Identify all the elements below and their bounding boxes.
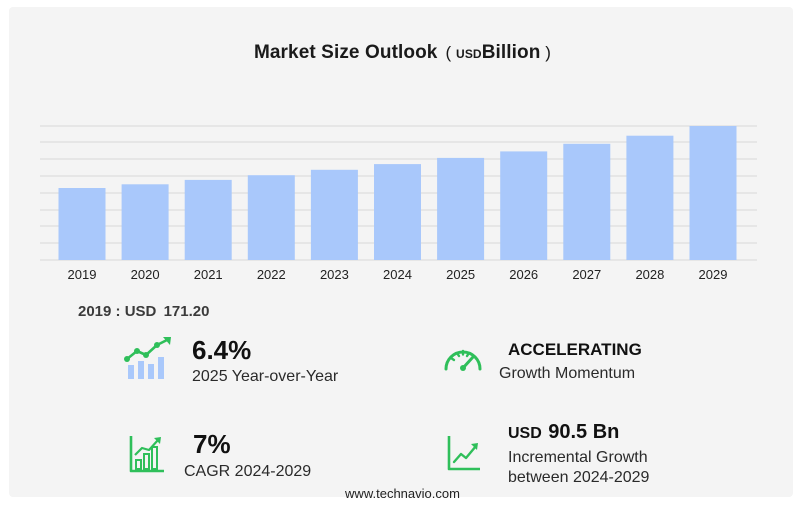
incremental-label-line2: between 2024-2029	[508, 469, 650, 486]
base-year-currency: USD	[124, 303, 157, 320]
incremental-value-line: USD 90.5 Bn	[508, 421, 649, 445]
bar-chart: 2019 2020 2021 2022 2023 2024 2025 2026 2027 2028…	[40, 125, 757, 282]
bar-2023	[310, 169, 358, 260]
chart-title-text: Market Size Outlook	[253, 42, 438, 63]
yoy-stat: 6.4% 2025 Year-over-Year	[192, 336, 338, 387]
source-url: www.technavio.com	[345, 486, 460, 501]
base-year-amount: 171.20	[163, 303, 210, 320]
unit-close-paren: )	[545, 43, 552, 62]
bar-2020	[121, 184, 169, 260]
bar-growth-icon	[129, 436, 164, 473]
bar-2026	[500, 151, 548, 260]
bar-2024	[374, 164, 421, 260]
x-tick-label-2021: 2021	[194, 267, 223, 282]
speedometer-icon	[444, 349, 482, 371]
cagr-value: 7%	[193, 429, 231, 459]
base-year-value: 2019 : USD 171.20	[78, 303, 209, 320]
x-tick-label-2019: 2019	[68, 267, 97, 282]
cagr-stat: 7% CAGR 2024-2029	[184, 430, 311, 482]
momentum-label: Growth Momentum	[499, 365, 636, 382]
unit-scale: Billion	[481, 42, 541, 63]
incremental-value: 90.5 Bn	[548, 421, 620, 443]
x-tick-label-2020: 2020	[131, 267, 160, 282]
x-tick-label-2025: 2025	[446, 267, 475, 282]
unit-open-paren: (	[445, 43, 452, 62]
bar-2019	[58, 188, 106, 260]
cagr-label: CAGR 2024-2029	[184, 463, 312, 480]
chart-unit: ( USDBillion )	[445, 42, 552, 63]
x-tick-label-2024: 2024	[383, 267, 412, 282]
yoy-value: 6.4%	[192, 335, 252, 365]
bar-2021	[184, 179, 232, 260]
chart-x-tick-labels: 2019 2020 2021 2022 2023 2024 2025 2026 2027 2028…	[68, 267, 728, 282]
momentum-stat: ACCELERATING Growth Momentum	[499, 340, 642, 384]
bar-2028	[626, 135, 674, 260]
x-tick-label-2029: 2029	[699, 267, 728, 282]
growth-chart-icon	[124, 337, 171, 379]
unit-currency: USD	[456, 47, 482, 61]
line-growth-icon	[447, 436, 480, 471]
bar-2029	[689, 126, 737, 260]
base-year: 2019	[78, 303, 112, 320]
base-year-separator: :	[115, 303, 121, 320]
bar-2027	[563, 143, 611, 260]
incremental-stat: USD 90.5 Bn Incremental Growth between 2…	[508, 421, 649, 488]
incremental-label-line1: Incremental Growth	[508, 449, 648, 466]
x-tick-label-2026: 2026	[509, 267, 538, 282]
chart-bars	[58, 126, 737, 260]
incremental-currency: USD	[508, 425, 542, 442]
bar-2022	[247, 175, 295, 260]
yoy-label: 2025 Year-over-Year	[192, 368, 339, 385]
x-tick-label-2028: 2028	[635, 267, 664, 282]
x-tick-label-2027: 2027	[572, 267, 601, 282]
x-tick-label-2023: 2023	[320, 267, 349, 282]
chart-title: Market Size Outlook ( USDBillion )	[0, 42, 805, 64]
momentum-value: ACCELERATING	[508, 340, 642, 359]
bar-2025	[437, 157, 485, 260]
x-tick-label-2022: 2022	[257, 267, 286, 282]
